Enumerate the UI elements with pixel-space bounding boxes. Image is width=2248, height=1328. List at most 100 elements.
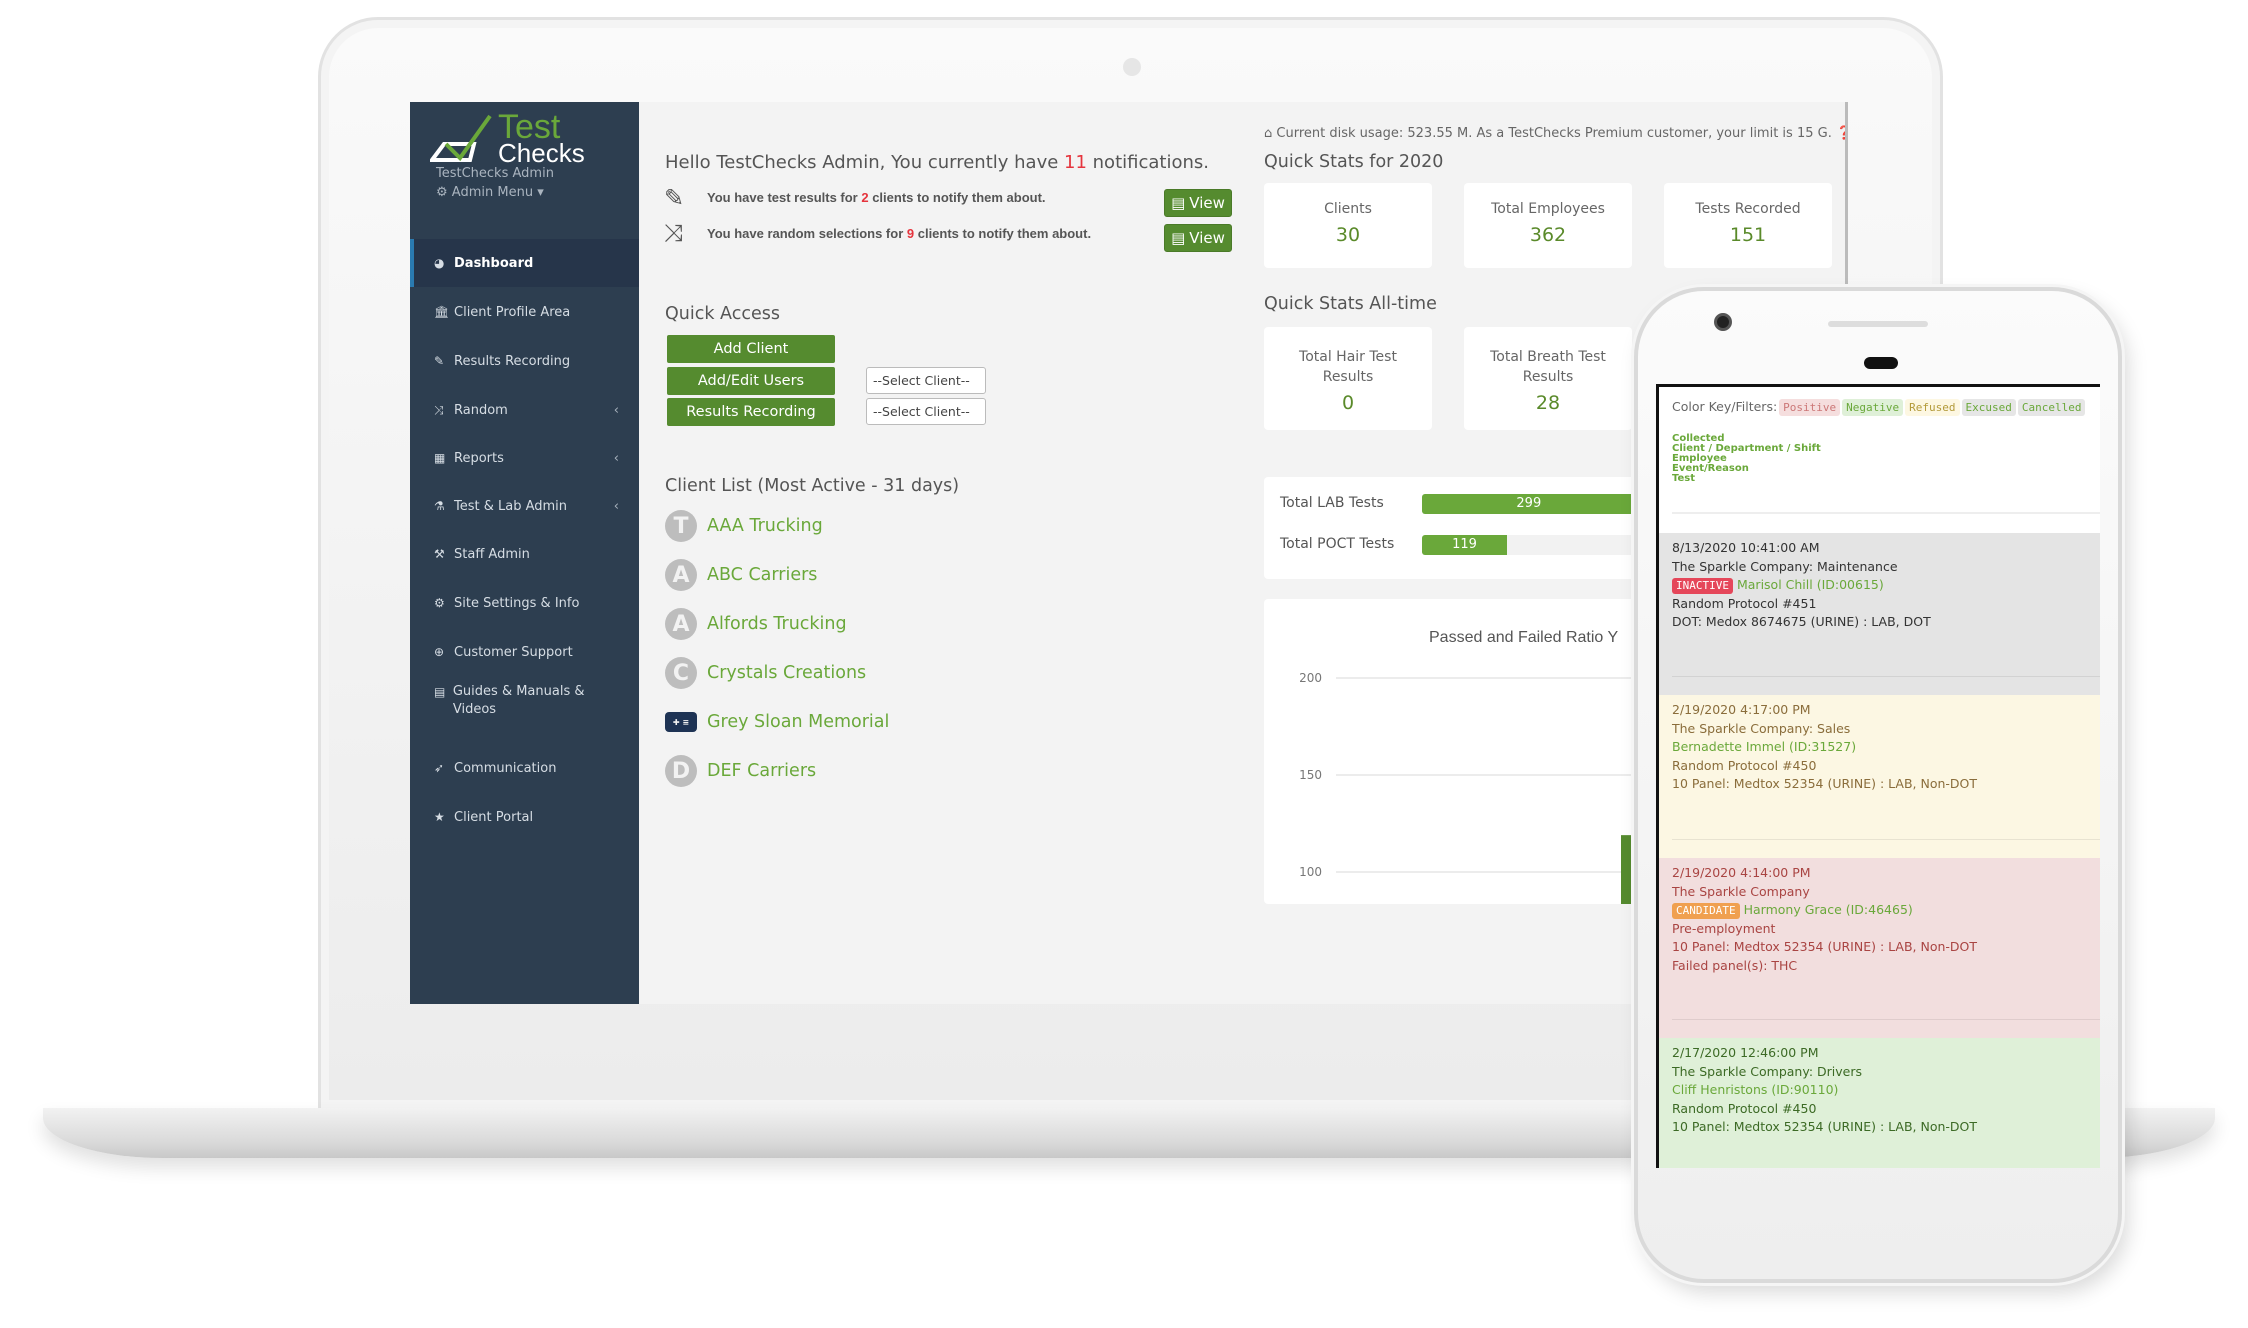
client-avatar: A [665, 559, 697, 591]
sidebar-item-site-settings-info[interactable]: ⚙ Site Settings & Info [434, 595, 580, 611]
employee-link[interactable]: Bernadette Immel (ID:31527) [1672, 739, 1857, 754]
client-list-item[interactable]: D DEF Carriers [665, 754, 816, 788]
results-recording-button[interactable]: Results Recording [667, 398, 835, 426]
entry-date: 2/17/2020 12:46:00 PM [1672, 1045, 1819, 1060]
phone-speaker [1828, 321, 1928, 327]
employee-link[interactable]: Marisol Chill (ID:00615) [1736, 577, 1884, 592]
employee-link[interactable]: Cliff Henristons (ID:90110) [1672, 1082, 1839, 1097]
disk-usage: ⌂ Current disk usage: 523.55 M. As a Tes… [1264, 126, 1845, 141]
entry-date: 2/19/2020 4:14:00 PM [1672, 865, 1811, 880]
stat-label: Total Employees [1491, 201, 1605, 217]
client-name-link[interactable]: Alfords Trucking [707, 614, 847, 634]
chevron-left-icon: ‹ [613, 450, 619, 466]
result-entry[interactable]: 8/13/2020 10:41:00 AM The Sparkle Company… [1659, 533, 2100, 695]
sidebar-item-dashboard[interactable]: ◕ Dashboard [410, 239, 639, 287]
add-edit-users-button[interactable]: Add/Edit Users [667, 367, 835, 395]
entry-employee: Bernadette Immel (ID:31527) [1672, 738, 2090, 757]
client-avatar: A [665, 608, 697, 640]
result-entry[interactable]: 2/17/2020 12:46:00 PM The Sparkle Company… [1659, 1038, 2100, 1168]
entry-reason: Random Protocol #450 [1672, 757, 1817, 773]
client-avatar: D [665, 755, 697, 787]
client-list-item[interactable]: ✚ ≡ Grey Sloan Memorial [665, 705, 889, 739]
y-tick-label: 150 [1299, 768, 1322, 782]
divider [1672, 839, 2100, 840]
phone-camera [1714, 313, 1732, 331]
entry-employee: INACTIVE Marisol Chill (ID:00615) [1672, 576, 2090, 595]
sidebar-item-test-lab-admin[interactable]: ⚗ Test & Lab Admin ‹ [434, 498, 619, 514]
logo-text-checks: Checks [498, 138, 585, 168]
edit-icon: ✎ [434, 354, 445, 368]
caret-down-icon: ▾ [537, 185, 544, 200]
filter-refused[interactable]: Refused [1905, 399, 1960, 416]
view-test-results-button[interactable]: ▤ View [1164, 189, 1232, 217]
entry-company: The Sparkle Company: Sales [1672, 720, 1851, 736]
client-list-item[interactable]: A ABC Carriers [665, 558, 817, 592]
divider [1672, 676, 2100, 677]
client-list-title: Client List (Most Active - 31 days) [665, 476, 960, 496]
entry-date: 8/13/2020 10:41:00 AM [1672, 540, 1820, 555]
laptop-camera [1123, 58, 1141, 76]
client-avatar: C [665, 657, 697, 689]
sidebar-item-guides-manuals-videos[interactable]: ▤ Guides & Manuals & Videos [434, 684, 585, 717]
client-name-link[interactable]: Crystals Creations [707, 663, 867, 683]
stat-value: 30 [1335, 224, 1361, 246]
legend-item: Collected [1672, 433, 1725, 444]
logo-checkmark-icon [430, 114, 492, 162]
view-random-selections-button[interactable]: ▤ View [1164, 224, 1232, 252]
filter-excused[interactable]: Excused [1961, 399, 2016, 416]
stat-card: Total Hair Test Results 0 [1264, 327, 1432, 430]
notification-test-results: You have test results for 2 clients to n… [707, 190, 1046, 205]
entry-employee: Cliff Henristons (ID:90110) [1672, 1081, 2090, 1100]
client-logo: ✚ ≡ [665, 712, 697, 732]
logo-text-test: Test [498, 108, 561, 146]
hdd-icon: ⌂ [1264, 126, 1277, 141]
newspaper-icon: ▤ [1171, 229, 1186, 247]
sidebar-item-reports[interactable]: ▦ Reports ‹ [434, 450, 619, 466]
employee-link[interactable]: Harmony Grace (ID:46465) [1743, 902, 1913, 917]
sidebar-item-communication[interactable]: ➶ Communication [434, 760, 557, 776]
result-entry[interactable]: 2/19/2020 4:17:00 PM The Sparkle Company:… [1659, 695, 2100, 858]
field-legend: Collected Client / Department / Shift Empl… [1672, 434, 1821, 484]
quick-stats-alltime-title: Quick Stats All-time [1264, 294, 1437, 314]
entry-employee: CANDIDATE Harmony Grace (ID:46465) [1672, 901, 2090, 920]
client-name-link[interactable]: DEF Carriers [707, 761, 817, 781]
stat-card: Tests Recorded 151 [1664, 183, 1832, 268]
filter-negative[interactable]: Negative [1842, 399, 1904, 416]
client-name-link[interactable]: AAA Trucking [707, 516, 823, 536]
color-key: Color Key/Filters: Positive Negative Refuse… [1672, 399, 2086, 416]
stat-label: Total Breath Test Results [1490, 349, 1606, 385]
stat-value: 151 [1729, 224, 1767, 246]
legend-item: Event/Reason [1672, 463, 1749, 474]
entry-reason: Pre-employment [1672, 920, 1776, 936]
client-list-item[interactable]: A Alfords Trucking [665, 607, 847, 641]
notification-greeting: Hello TestChecks Admin, You currently ha… [665, 152, 1209, 173]
client-list-item[interactable]: C Crystals Creations [665, 656, 866, 690]
client-name-link[interactable]: Grey Sloan Memorial [707, 712, 890, 732]
client-name-link[interactable]: ABC Carriers [707, 565, 818, 585]
filter-positive[interactable]: Positive [1779, 399, 1841, 416]
sidebar-item-results-recording[interactable]: ✎ Results Recording [434, 353, 571, 369]
newspaper-icon: ▤ [1171, 194, 1186, 212]
phone-sensor [1864, 357, 1898, 369]
sidebar-item-client-portal[interactable]: ★ Client Portal [434, 809, 534, 825]
add-client-button[interactable]: Add Client [667, 335, 835, 363]
flask-icon: ⚗ [434, 499, 445, 513]
legend-item: Employee [1672, 453, 1727, 464]
chevron-left-icon: ‹ [613, 402, 619, 418]
sidebar-item-staff-admin[interactable]: ⚒ Staff Admin [434, 546, 530, 562]
result-entry[interactable]: 2/19/2020 4:14:00 PM The Sparkle Company C… [1659, 858, 2100, 1038]
quick-access-title: Quick Access [665, 304, 780, 324]
select-client-users[interactable]: --Select Client-- [866, 367, 986, 394]
select-client-results[interactable]: --Select Client-- [866, 398, 986, 425]
admin-menu-dropdown[interactable]: ⚙ Admin Menu ▾ [436, 185, 544, 200]
stat-value: 28 [1535, 392, 1561, 414]
client-list-item[interactable]: T AAA Trucking [665, 509, 823, 543]
progress-label: Total LAB Tests [1280, 495, 1384, 511]
sidebar-item-client-profile-area[interactable]: 🏛 Client Profile Area [434, 304, 571, 320]
filter-cancelled[interactable]: Cancelled [2017, 399, 2086, 416]
sidebar-item-customer-support[interactable]: ⊕ Customer Support [434, 644, 573, 660]
sidebar-item-random[interactable]: ⤨ Random ‹ [434, 402, 619, 418]
stat-card: Total Employees 362 [1464, 183, 1632, 268]
sidebar: Test Checks TestChecks Admin ⚙ Admin Men… [410, 102, 639, 1004]
help-icon[interactable]: ❓ [1836, 126, 1845, 141]
